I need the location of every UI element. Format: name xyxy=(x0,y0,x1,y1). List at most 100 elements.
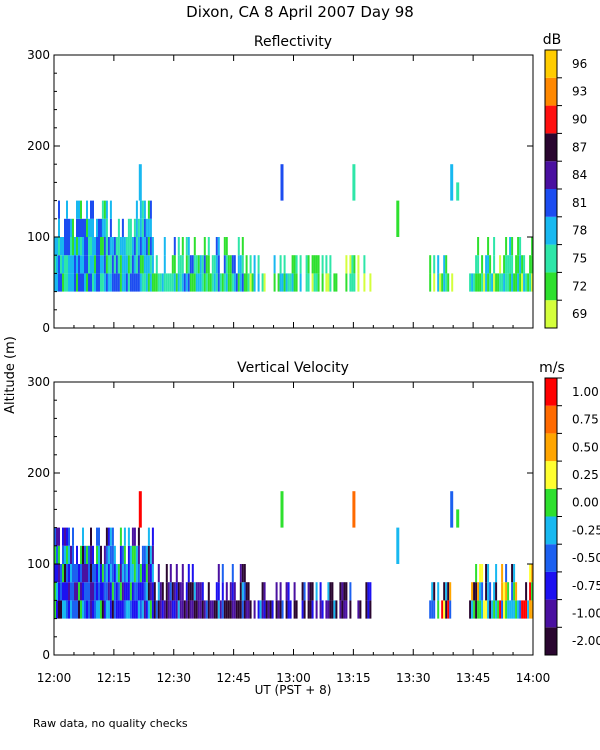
x-tick-label: 13:00 xyxy=(276,671,311,685)
colorbar-label: 0.25 xyxy=(572,468,599,482)
data-cell xyxy=(139,255,142,274)
data-cell xyxy=(129,237,132,256)
data-cell xyxy=(181,564,184,583)
data-cell xyxy=(225,255,228,274)
data-cell xyxy=(489,255,492,274)
data-cell xyxy=(525,582,528,601)
data-cell xyxy=(145,564,148,583)
data-cell xyxy=(100,582,102,601)
data-cell xyxy=(56,600,58,619)
data-cell xyxy=(235,273,238,292)
data-cell xyxy=(84,273,86,292)
data-cell xyxy=(173,600,176,619)
data-cell xyxy=(66,527,68,546)
data-cell xyxy=(127,273,130,292)
data-cell xyxy=(193,600,196,619)
data-cell xyxy=(88,255,90,274)
data-cell xyxy=(111,600,114,619)
data-cell xyxy=(493,582,496,601)
reflectivity-panel: Reflectivity dB 0 100 200 300 69 72 75 78 81 84 8… xyxy=(27,32,587,335)
data-cell xyxy=(80,564,82,583)
echo-feature xyxy=(450,164,454,201)
data-cell xyxy=(107,237,110,256)
colorbar-swatch xyxy=(545,105,557,134)
data-cell xyxy=(195,255,198,274)
data-cell xyxy=(529,273,532,292)
data-cell xyxy=(66,255,68,274)
data-cell xyxy=(201,582,204,601)
data-cell xyxy=(199,273,202,292)
data-cell xyxy=(155,255,158,274)
data-cell xyxy=(531,255,534,274)
data-cell xyxy=(101,600,104,619)
data-cell xyxy=(207,255,210,274)
data-cell xyxy=(92,600,94,619)
data-cell xyxy=(511,255,514,274)
data-cell xyxy=(141,237,144,256)
data-cell xyxy=(307,600,310,619)
data-cell xyxy=(303,600,306,619)
data-cell xyxy=(141,582,144,601)
data-cell xyxy=(233,273,236,292)
data-cell xyxy=(96,255,98,274)
data-cell xyxy=(60,564,62,583)
data-cell xyxy=(321,600,324,619)
data-cell xyxy=(90,237,92,256)
data-cell xyxy=(285,600,288,619)
data-cell xyxy=(78,600,80,619)
data-cell xyxy=(147,527,150,546)
data-cell xyxy=(66,200,68,219)
data-segment xyxy=(54,527,102,619)
data-cell xyxy=(68,218,70,237)
data-cell xyxy=(269,600,272,619)
echo-feature xyxy=(352,491,356,528)
x-tick-label: 13:30 xyxy=(396,671,431,685)
colorbar-label: 96 xyxy=(572,57,587,71)
data-cell xyxy=(357,273,360,292)
data-cell xyxy=(155,273,158,292)
data-cell xyxy=(117,600,120,619)
data-cell xyxy=(189,582,192,601)
data-cell xyxy=(64,600,66,619)
data-cell xyxy=(98,255,100,274)
data-cell xyxy=(367,582,370,601)
data-cell xyxy=(92,545,94,564)
data-cell xyxy=(141,600,144,619)
data-cell xyxy=(469,273,472,292)
data-cell xyxy=(86,273,88,292)
data-cell xyxy=(100,218,102,237)
colorbar-swatch xyxy=(545,133,557,162)
data-cell xyxy=(319,600,322,619)
data-cell xyxy=(365,600,368,619)
data-cell xyxy=(78,218,80,237)
data-cell xyxy=(84,564,86,583)
data-cell xyxy=(143,200,146,219)
data-cell xyxy=(153,582,156,601)
data-cell xyxy=(231,255,234,274)
data-cell xyxy=(215,237,218,256)
data-cell xyxy=(105,218,108,237)
data-cell xyxy=(233,600,236,619)
data-cell xyxy=(339,600,342,619)
data-cell xyxy=(68,273,70,292)
data-cell xyxy=(107,255,110,274)
data-cell xyxy=(517,273,520,292)
data-cell xyxy=(90,600,92,619)
data-cell xyxy=(195,600,198,619)
colorbar-swatch xyxy=(545,544,557,572)
data-cell xyxy=(493,237,496,256)
y-axis-label: Altitude (m) xyxy=(3,336,18,414)
data-cell xyxy=(523,600,526,619)
data-cell xyxy=(213,255,216,274)
data-cell xyxy=(341,582,344,601)
data-cell xyxy=(531,273,534,292)
data-cell xyxy=(261,273,264,292)
data-cell xyxy=(129,255,132,274)
data-segment xyxy=(153,237,246,292)
data-cell xyxy=(225,600,228,619)
data-segment xyxy=(101,200,154,292)
data-cell xyxy=(86,200,88,219)
data-cell xyxy=(249,255,252,274)
data-cell xyxy=(101,273,104,292)
echo-feature xyxy=(280,164,284,201)
